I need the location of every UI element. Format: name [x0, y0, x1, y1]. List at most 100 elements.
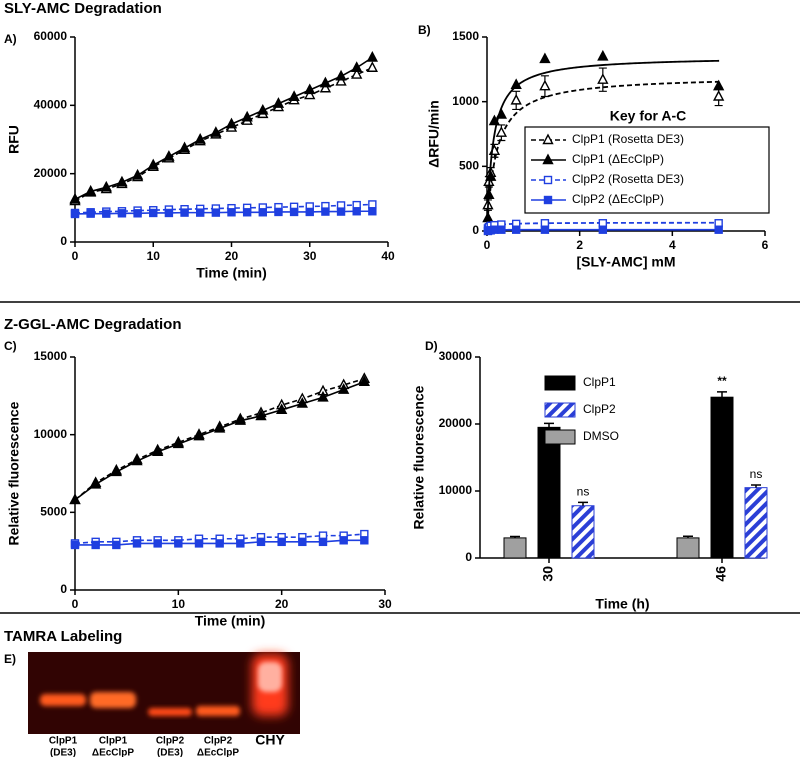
- marker: [338, 383, 350, 394]
- marker: [539, 79, 551, 91]
- lane-label: ClpP1: [99, 736, 128, 747]
- x-tick-label: 46: [713, 566, 729, 582]
- y-tick-label: 30000: [439, 349, 473, 363]
- marker: [258, 208, 267, 217]
- marker: [360, 536, 369, 545]
- lane-label: CHY: [255, 732, 285, 748]
- gel-image: [28, 652, 300, 734]
- y-tick-label: 20000: [439, 416, 473, 430]
- marker: [86, 209, 95, 218]
- error-bar: [510, 535, 520, 538]
- marker: [495, 126, 508, 137]
- gel-band: [40, 694, 86, 706]
- marker: [100, 180, 112, 192]
- marker: [69, 192, 81, 204]
- significance-label: **: [717, 374, 727, 388]
- marker: [70, 209, 80, 219]
- marker: [70, 540, 80, 550]
- marker: [214, 421, 226, 433]
- marker: [351, 68, 363, 79]
- x-tick-label: 4: [669, 238, 676, 252]
- marker: [597, 73, 609, 84]
- y-tick-label: 1000: [452, 94, 479, 108]
- marker: [211, 208, 221, 217]
- panel-label: A): [4, 32, 17, 46]
- marker: [352, 207, 361, 216]
- panel-label: E): [4, 652, 16, 666]
- legend-label: ClpP1 (Rosetta DE3): [572, 132, 684, 146]
- lane-label: ΔEcClpP: [92, 748, 135, 757]
- marker: [172, 437, 184, 449]
- x-tick-label: 0: [72, 249, 79, 263]
- y-tick-label: 0: [465, 550, 472, 564]
- x-axis-title: Time (h): [595, 596, 649, 612]
- marker: [497, 225, 506, 234]
- marker: [495, 108, 508, 119]
- marker: [351, 61, 363, 72]
- y-tick-label: 10000: [439, 483, 473, 497]
- x-tick-label: 20: [275, 597, 289, 611]
- marker: [510, 78, 522, 90]
- marker: [483, 188, 495, 199]
- marker: [304, 83, 316, 95]
- marker: [319, 81, 332, 93]
- x-tick-label: 30: [540, 566, 556, 582]
- marker: [274, 207, 283, 217]
- gel-band: [148, 708, 192, 716]
- marker: [368, 207, 377, 216]
- legend-label: ClpP1: [583, 375, 616, 389]
- x-tick-label: 6: [762, 238, 769, 252]
- marker: [714, 225, 723, 234]
- marker: [132, 539, 142, 548]
- fit-curve: [486, 59, 720, 232]
- marker: [215, 539, 224, 548]
- marker: [256, 537, 266, 547]
- marker: [117, 209, 127, 218]
- legend-label: ClpP2: [583, 402, 616, 416]
- x-tick-label: 0: [484, 238, 491, 252]
- y-axis-title: ΔRFU/min: [426, 100, 442, 168]
- marker: [242, 208, 252, 217]
- marker: [153, 539, 162, 548]
- marker: [110, 465, 122, 477]
- marker: [131, 454, 143, 466]
- marker: [713, 89, 725, 101]
- marker: [366, 61, 379, 72]
- x-tick-label: 20: [225, 249, 239, 263]
- x-axis-title: Time (min): [196, 265, 267, 281]
- marker: [164, 208, 174, 218]
- x-axis-title: Time (min): [195, 613, 266, 629]
- marker: [133, 209, 142, 218]
- marker: [225, 117, 238, 129]
- marker: [336, 207, 346, 216]
- marker: [339, 536, 348, 545]
- lane-label: ClpP2: [156, 736, 185, 747]
- marker: [539, 52, 551, 64]
- marker: [193, 429, 205, 441]
- marker: [482, 211, 494, 223]
- panel-label: C): [4, 339, 17, 353]
- legend-title: Key for A-C: [610, 108, 687, 124]
- gel-band: [196, 706, 240, 716]
- marker: [90, 477, 102, 489]
- lane-label: ΔEcClpP: [197, 748, 240, 757]
- y-axis-title: Relative fluorescence: [6, 401, 22, 545]
- error-bar: [751, 484, 761, 488]
- marker: [305, 207, 314, 217]
- y-tick-label: 20000: [34, 166, 68, 180]
- bar: [710, 396, 734, 559]
- section-title: Z-GGL-AMC Degradation: [4, 316, 182, 333]
- y-tick-label: 0: [60, 582, 67, 596]
- lane-label: (DE3): [50, 748, 76, 757]
- legend-label: ClpP2 (ΔEcClpP): [572, 192, 664, 206]
- marker: [296, 397, 308, 408]
- marker: [490, 225, 499, 234]
- gel-band: [258, 662, 282, 692]
- gel-band: [90, 692, 136, 708]
- marker: [368, 200, 377, 209]
- marker: [227, 208, 236, 217]
- y-tick-label: 40000: [34, 98, 68, 112]
- error-bar: [544, 422, 554, 428]
- marker: [84, 184, 97, 196]
